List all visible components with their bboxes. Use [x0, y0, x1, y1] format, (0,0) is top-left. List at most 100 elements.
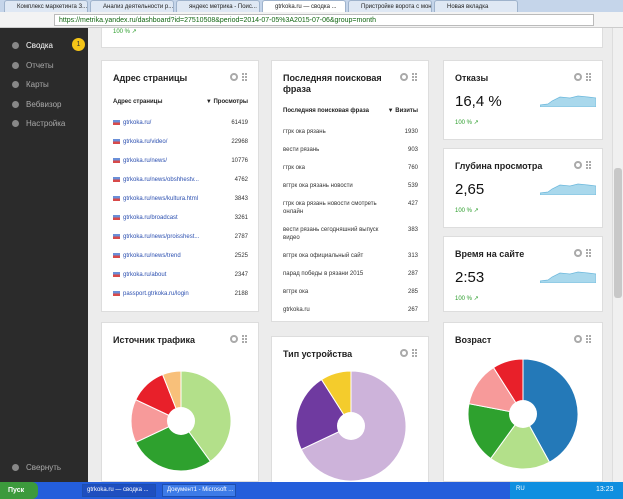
browser-tab[interactable]: Комплекс маркетинга З... [4, 0, 88, 12]
sparkline [540, 95, 596, 107]
row-label[interactable]: gtrkoka.ru/broadcast [113, 214, 223, 222]
nav-item[interactable]: Настройка [12, 119, 65, 128]
start-button[interactable]: Пуск [0, 482, 38, 499]
sparkline-area [540, 183, 596, 195]
row-label: gtrkoka.ru [283, 307, 310, 313]
row-label[interactable]: gtrkoka.ru/video/ [113, 138, 223, 146]
row-value: 4762 [234, 177, 248, 183]
pie-slice [492, 358, 524, 416]
top-widget: 100 % ↗ [101, 28, 603, 48]
row-value: 3261 [234, 215, 248, 221]
metric-title: Отказы [455, 73, 489, 83]
metric-widget: Отказы 16,4 % 100 % ↗ [443, 60, 603, 140]
scrollbar[interactable] [612, 28, 623, 482]
metric-change: 100 % ↗ [455, 208, 479, 214]
settings-icon[interactable] [400, 349, 408, 357]
row-value: 10776 [231, 158, 248, 164]
row-label[interactable]: gtrkoka.ru/news/ [113, 157, 223, 165]
column-header[interactable]: ▼ Визиты [387, 108, 418, 114]
drag-handle[interactable] [242, 73, 247, 81]
row-value: 285 [407, 289, 418, 295]
widget-tools [400, 349, 420, 357]
taskbar-window[interactable]: Документ1 - Microsoft ... [162, 484, 236, 497]
phrases-widget: Последняя поисковая фраза Последняя поиск… [271, 60, 429, 322]
browser-tab[interactable]: Новая вкладка [434, 0, 518, 12]
sparkline [540, 271, 596, 283]
row-label: гтрк ока рязань [283, 129, 326, 135]
chart-widget: Тип устройства [271, 336, 429, 496]
row-value: 267 [407, 307, 418, 313]
taskbar-window[interactable]: gtrkoka.ru — сводка ... [82, 484, 156, 497]
collapse-button[interactable]: Свернуть [12, 463, 61, 472]
widget-tools [230, 335, 250, 343]
metric-change: 100 % ↗ [455, 120, 479, 126]
drag-handle[interactable] [586, 161, 591, 169]
row-label[interactable]: gtrkoka.ru/news/proisshest... [113, 233, 223, 241]
row-label[interactable]: gtrkoka.ru/news/kultura.html [113, 195, 223, 203]
settings-icon[interactable] [400, 73, 408, 81]
row-label: вгтрк ока рязань новости [283, 183, 353, 189]
row-value: 539 [407, 183, 418, 189]
sparkline-area [540, 271, 596, 283]
widget-title: Последняя поисковая фраза [283, 73, 382, 94]
row-value: 287 [407, 271, 418, 277]
pie-slice [489, 413, 551, 470]
drag-handle[interactable] [412, 73, 417, 81]
row-label[interactable]: gtrkoka.ru/ [113, 119, 223, 127]
metric-title: Время на сайте [455, 249, 525, 259]
nav-item[interactable]: Отчеты [12, 61, 54, 70]
pie-hole [167, 407, 195, 435]
scroll-thumb[interactable] [614, 168, 622, 298]
language[interactable]: RU [516, 486, 525, 492]
settings-icon[interactable] [574, 249, 582, 257]
settings-icon[interactable] [230, 335, 238, 343]
settings-icon[interactable] [574, 161, 582, 169]
nav-item[interactable]: Сводка [12, 41, 53, 50]
row-value: 2188 [234, 291, 248, 297]
pages-widget: Адрес страницы Адрес страницы ▼ Просмотры g… [101, 60, 259, 312]
tray: RU 13:23 [510, 482, 623, 499]
row-value: 760 [407, 165, 418, 171]
nav-item[interactable]: Карты [12, 80, 49, 89]
column-header: Адрес страницы [113, 99, 163, 105]
drag-handle[interactable] [586, 335, 591, 343]
settings-icon[interactable] [574, 335, 582, 343]
row-label: вгтрк ока [283, 289, 309, 295]
drag-handle[interactable] [242, 335, 247, 343]
browser-tab[interactable]: Анализ деятельности р... [90, 0, 174, 12]
browser-tab[interactable]: яндекс метрика - Поис... [176, 0, 260, 12]
sparkline-area [540, 95, 596, 107]
browser-tab[interactable]: Пристройке ворота с мон... [348, 0, 432, 12]
row-label[interactable]: gtrkoka.ru/news/obshhestv... [113, 176, 223, 184]
drag-handle[interactable] [412, 349, 417, 357]
browser-tab[interactable]: gtrkoka.ru — сводка ... [262, 0, 346, 12]
settings-icon[interactable] [574, 73, 582, 81]
nav-item[interactable]: Вебвизор [12, 100, 61, 109]
chart-title: Тип устройства [283, 349, 353, 359]
row-value: 427 [407, 201, 418, 207]
drag-handle[interactable] [586, 249, 591, 257]
settings-icon[interactable] [230, 73, 238, 81]
drag-handle[interactable] [586, 73, 591, 81]
row-label[interactable]: passport.gtrkoka.ru/login [113, 290, 223, 298]
row-label[interactable]: gtrkoka.ru/about [113, 271, 223, 279]
chart-title: Возраст [455, 335, 492, 345]
sidebar: 1 Свернуть Сводка Отчеты Карты Вебвизор Наст… [0, 28, 88, 482]
taskbar: Пуск RU 13:23 gtrkoka.ru — сводка ... Док… [0, 482, 623, 499]
pie-chart [467, 358, 579, 470]
row-value: 383 [407, 227, 418, 233]
row-label: вести рязань сегодняшний выпуск видео [283, 227, 379, 241]
chart-widget: Возраст [443, 322, 603, 482]
pie-slice [522, 358, 579, 463]
url-field[interactable]: https://metrika.yandex.ru/dashboard?id=2… [54, 14, 594, 26]
row-value: 61419 [231, 120, 248, 126]
row-label[interactable]: gtrkoka.ru/news/trend [113, 252, 223, 260]
pie-slice [180, 370, 232, 463]
row-label: вгтрк ока официальный сайт [283, 253, 364, 259]
change-label: 100 % ↗ [113, 29, 137, 35]
column-header[interactable]: ▼ Просмотры [205, 99, 248, 105]
row-label: гтрк ока [283, 165, 305, 171]
metric-widget: Глубина просмотра 2,65 100 % ↗ [443, 148, 603, 228]
row-value: 2347 [234, 272, 248, 278]
metric-title: Глубина просмотра [455, 161, 543, 171]
